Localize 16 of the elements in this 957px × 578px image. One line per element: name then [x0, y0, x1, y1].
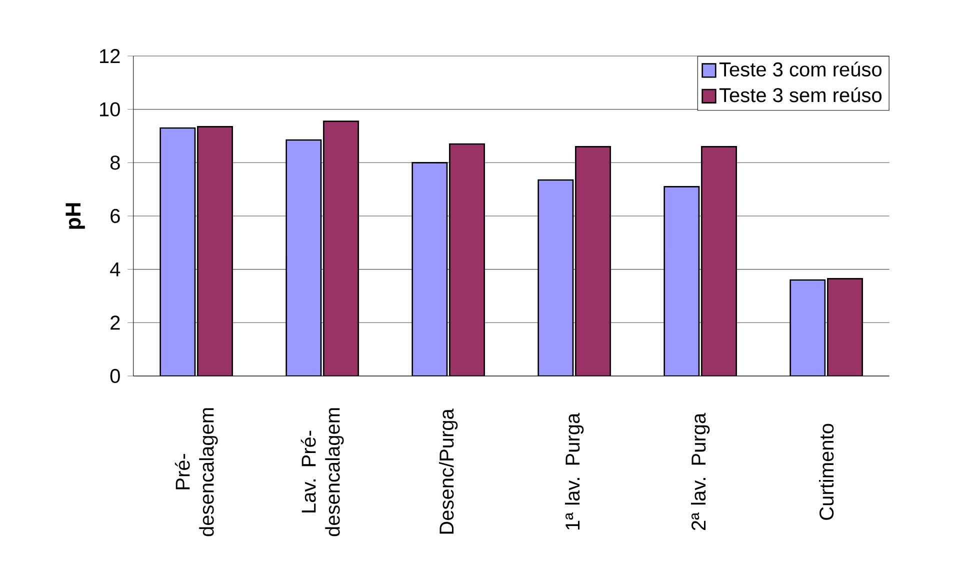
- y-tick-label: 2: [110, 316, 120, 330]
- y-tick-label: 12: [100, 49, 120, 63]
- y-tick-label: 4: [110, 262, 120, 276]
- y-axis-title: pH: [66, 203, 85, 229]
- x-tick-label: 2ª lav. Purga: [691, 412, 710, 530]
- y-tick-label: 8: [110, 156, 120, 170]
- y-tick-label: 0: [110, 368, 120, 384]
- legend-label: Teste 3 sem reúso: [719, 87, 882, 102]
- legend-label: Teste 3 com reúso: [719, 62, 882, 77]
- x-tick-label: Curtimento: [818, 424, 834, 520]
- x-tick-label: Lav. Pré-desencalagem: [300, 408, 344, 536]
- x-tick-label: Pré-desencalagem: [174, 408, 218, 536]
- x-tick-label: 1ª lav. Purga: [565, 412, 584, 530]
- y-tick-label: 6: [110, 208, 120, 224]
- x-tick-label: Desenc/Purga: [439, 408, 458, 534]
- y-tick-label: 10: [100, 102, 120, 116]
